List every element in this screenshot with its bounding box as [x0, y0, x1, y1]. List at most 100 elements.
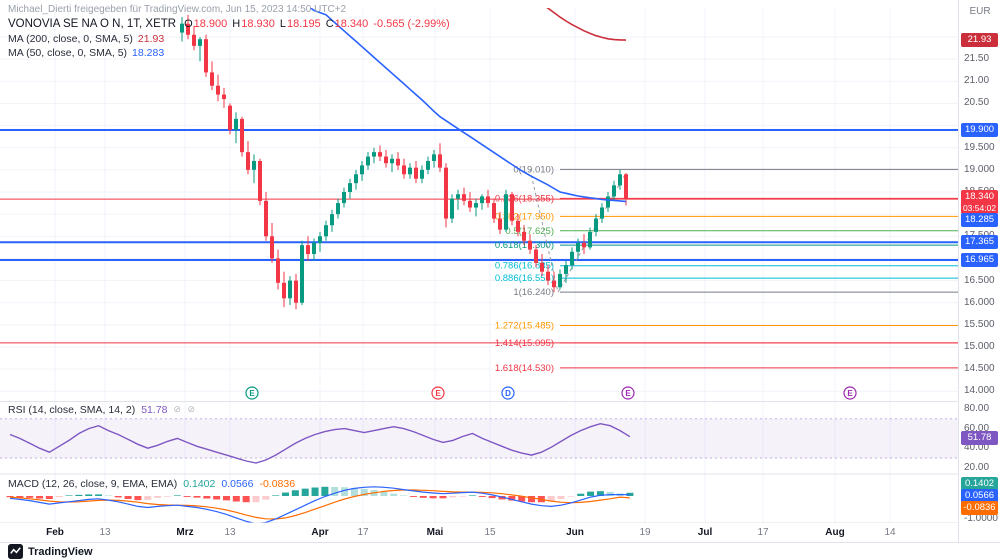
time-label-month: Mai: [426, 527, 444, 538]
price-tick: 20.50: [964, 97, 990, 109]
macd-histogram-bar: [124, 496, 132, 499]
macd-histogram-bar: [360, 488, 368, 496]
candle-body: [372, 152, 376, 157]
ma50-legend-row[interactable]: MA (50, close, 0, SMA, 5) 18.283: [8, 47, 450, 61]
candle-body: [246, 152, 250, 170]
fib-label: 0.786(16.835): [495, 261, 554, 272]
fib-label: 1(16.240): [513, 287, 554, 298]
event-marker-circle[interactable]: [501, 386, 515, 400]
fib-label: 0.236(18.355): [495, 193, 554, 204]
time-label-month: Apr: [311, 527, 329, 538]
event-marker-letter: D: [505, 389, 511, 398]
price-axis[interactable]: EUR 21.5021.0020.5019.50019.00018.50017.…: [958, 0, 1000, 542]
candle-body: [594, 218, 598, 232]
tradingview-brand[interactable]: TradingView: [28, 545, 93, 558]
macd-histogram-bar: [331, 487, 339, 496]
event-marker[interactable]: E: [843, 386, 857, 400]
candle-body: [324, 225, 328, 237]
time-label-month: Jul: [697, 527, 713, 538]
tradingview-logo-icon[interactable]: [8, 544, 23, 559]
candle-body: [342, 192, 346, 204]
candle-body: [600, 207, 604, 219]
time-label-month: Jun: [566, 527, 584, 538]
candle-body: [432, 154, 436, 162]
close-label: C: [325, 18, 334, 30]
event-marker-circle[interactable]: [245, 386, 259, 400]
legend: VONOVIA SE NA O N, 1T, XETR O 18.900 H 18.…: [8, 18, 450, 61]
candle-body: [516, 220, 520, 232]
time-label-month: Feb: [46, 527, 64, 538]
price-badge: 16.965: [961, 252, 998, 267]
macd-histogram-bar: [311, 487, 319, 496]
macd-histogram-bar: [6, 496, 14, 498]
candle-body: [480, 196, 484, 204]
candle-body: [546, 271, 550, 281]
candle-body: [444, 167, 448, 219]
event-marker-circle[interactable]: [431, 386, 445, 400]
candle-body: [192, 34, 196, 46]
candle-body: [360, 165, 364, 175]
macd-histogram-bar: [173, 495, 181, 496]
event-marker[interactable]: E: [431, 386, 445, 400]
candle-body: [624, 174, 628, 200]
low-label: L: [279, 18, 287, 30]
macd-histogram-bar: [547, 496, 555, 502]
event-marker[interactable]: D: [501, 386, 515, 400]
rsi-legend-row[interactable]: RSI (14, close, SMA, 14, 2) 51.78 ⊘ ⊘: [8, 404, 197, 416]
high-label: H: [232, 18, 241, 30]
event-marker-circle[interactable]: [621, 386, 635, 400]
price-tick: 14.000: [964, 385, 995, 397]
candle-body: [408, 167, 412, 175]
event-marker[interactable]: E: [621, 386, 635, 400]
event-marker[interactable]: E: [245, 386, 259, 400]
symbol-legend-row[interactable]: VONOVIA SE NA O N, 1T, XETR O 18.900 H 18.…: [8, 18, 450, 33]
time-axis[interactable]: Feb 13 Mrz 13 Apr 17 Mai 15 Jun 19 Jul 17 Aug 14: [0, 523, 958, 542]
candle-body: [288, 280, 292, 299]
countdown-timer: 03:54:02: [962, 203, 997, 214]
macd-histogram-bar: [321, 486, 329, 496]
macd-signal-badge: -0.0836: [961, 501, 998, 515]
macd-histogram-bar: [55, 496, 63, 498]
macd-histogram-bar: [577, 493, 585, 496]
fib-label: 0.618(17.300): [495, 240, 554, 251]
fib-label: 1.618(14.530): [495, 363, 554, 374]
candle-body: [348, 183, 352, 193]
ma200-legend-row[interactable]: MA (200, close, 0, SMA, 5) 21.93: [8, 33, 450, 47]
hidden-series-icons[interactable]: ⊘ ⊘: [173, 404, 198, 414]
macd-histogram-bar: [134, 496, 142, 501]
candle-body: [558, 273, 562, 288]
candle-body: [312, 242, 316, 255]
rsi-label: RSI (14, close, SMA, 14, 2): [8, 404, 136, 416]
macd-histogram-bar: [85, 494, 93, 496]
macd-histogram-bar: [65, 495, 73, 496]
macd-histogram-bar: [45, 496, 53, 499]
macd-histogram-bar: [301, 488, 309, 496]
macd-histogram-bar: [528, 496, 536, 503]
macd-histogram-bar: [400, 495, 408, 496]
price-tick: 14.500: [964, 363, 995, 375]
candle-body: [522, 231, 526, 241]
macd-legend-row[interactable]: MACD (12, 26, close, 9, EMA, EMA) 0.1402…: [8, 478, 295, 490]
time-label-day: 17: [357, 527, 369, 538]
candle-body: [576, 242, 580, 252]
macd-histogram-bar: [163, 496, 171, 497]
macd-histogram-bar: [409, 496, 417, 497]
macd-histogram-bar: [114, 496, 122, 498]
rsi-badge: 51.78: [961, 430, 998, 445]
macd-histogram-bar: [75, 494, 83, 496]
macd-pane: [6, 486, 634, 523]
candle-body: [534, 249, 538, 263]
time-label-month: Mrz: [176, 527, 194, 538]
candle-body: [270, 236, 274, 259]
candle-body: [504, 194, 508, 230]
candle-body: [474, 203, 478, 208]
candle-body: [588, 231, 592, 248]
macd-signal-value: -0.0836: [259, 478, 296, 490]
macd-histogram-bar: [468, 495, 476, 496]
macd-histogram-bar: [154, 496, 162, 498]
event-marker-circle[interactable]: [843, 386, 857, 400]
candle-body: [294, 280, 298, 303]
macd-line: [9, 486, 630, 523]
chart-canvas[interactable]: 0(19.010) 0.236(18.355) 0.382(17.950) 0.5(1…: [0, 0, 958, 542]
macd-histogram-bar: [488, 496, 496, 499]
